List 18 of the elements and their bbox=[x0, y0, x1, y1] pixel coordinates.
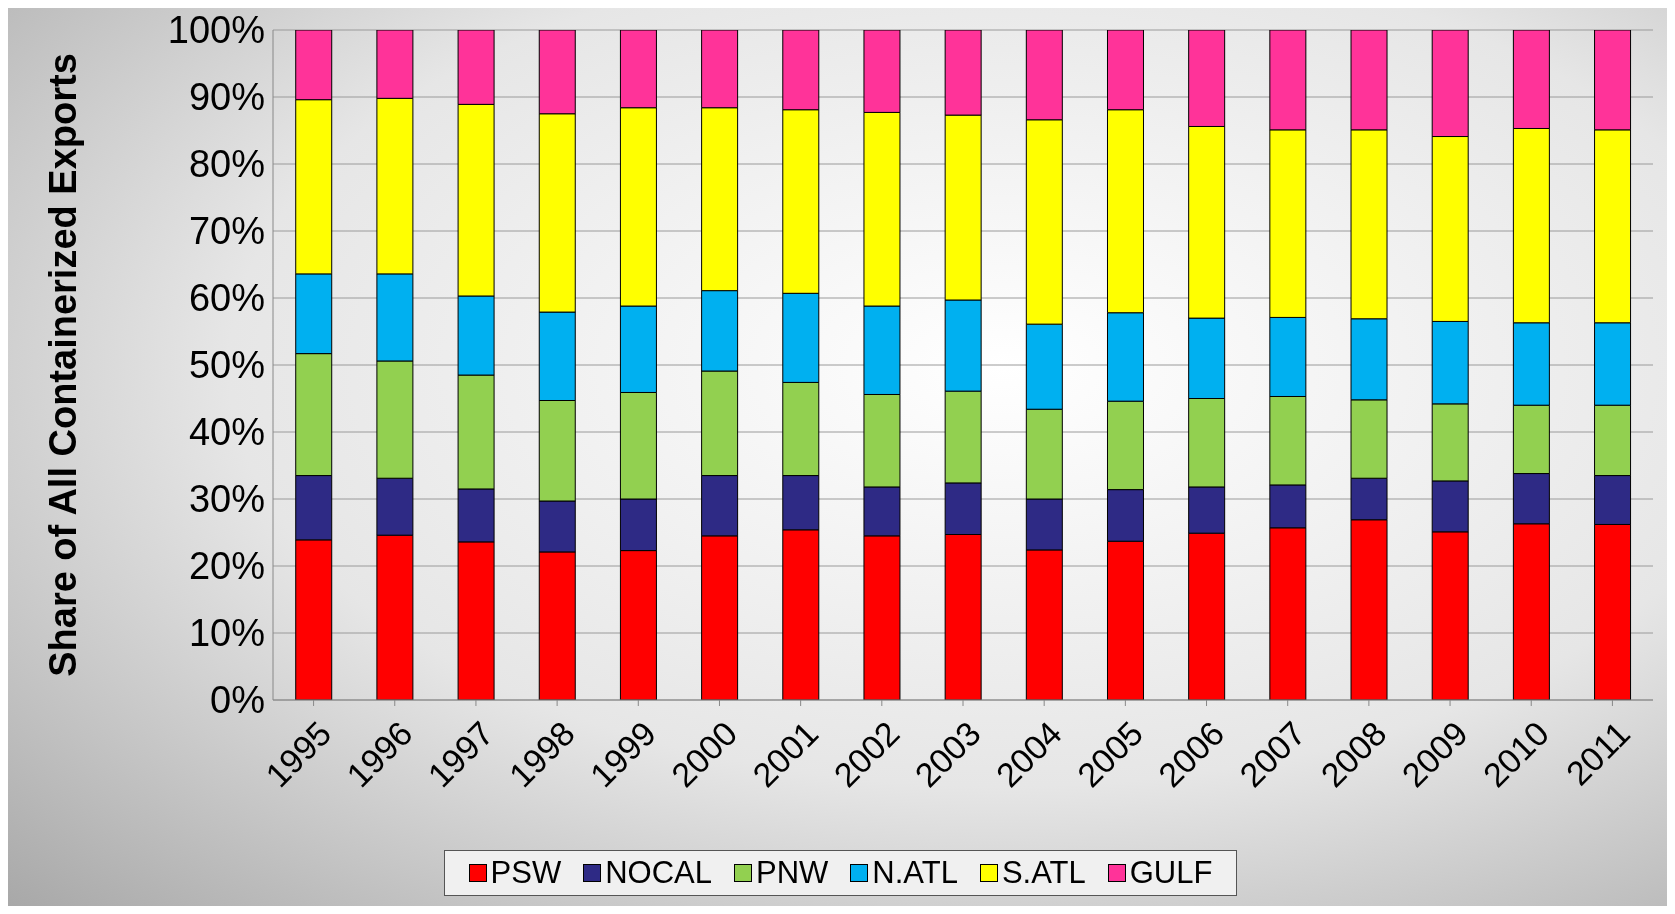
y-tick-label: 0% bbox=[210, 679, 265, 722]
y-tick-label: 70% bbox=[188, 210, 265, 253]
y-tick-label: 40% bbox=[188, 411, 265, 454]
legend-label: GULF bbox=[1129, 855, 1213, 891]
legend-label: PNW bbox=[756, 855, 829, 891]
y-tick-label: 80% bbox=[188, 143, 265, 186]
legend-label: PSW bbox=[490, 855, 562, 891]
y-tick-label: 50% bbox=[188, 344, 265, 387]
legend-label: NOCAL bbox=[605, 855, 712, 891]
y-axis-title: Share of All Containerized Exports bbox=[42, 53, 84, 677]
y-tick-label: 60% bbox=[188, 277, 265, 320]
legend-label: N.ATL bbox=[872, 855, 958, 891]
y-tick-label: 10% bbox=[188, 612, 265, 655]
y-tick-label: 20% bbox=[188, 545, 265, 588]
y-tick-label: 100% bbox=[167, 9, 265, 52]
y-tick-label: 90% bbox=[188, 76, 265, 119]
legend-label: S.ATL bbox=[1001, 855, 1086, 891]
y-tick-label: 30% bbox=[188, 478, 265, 521]
